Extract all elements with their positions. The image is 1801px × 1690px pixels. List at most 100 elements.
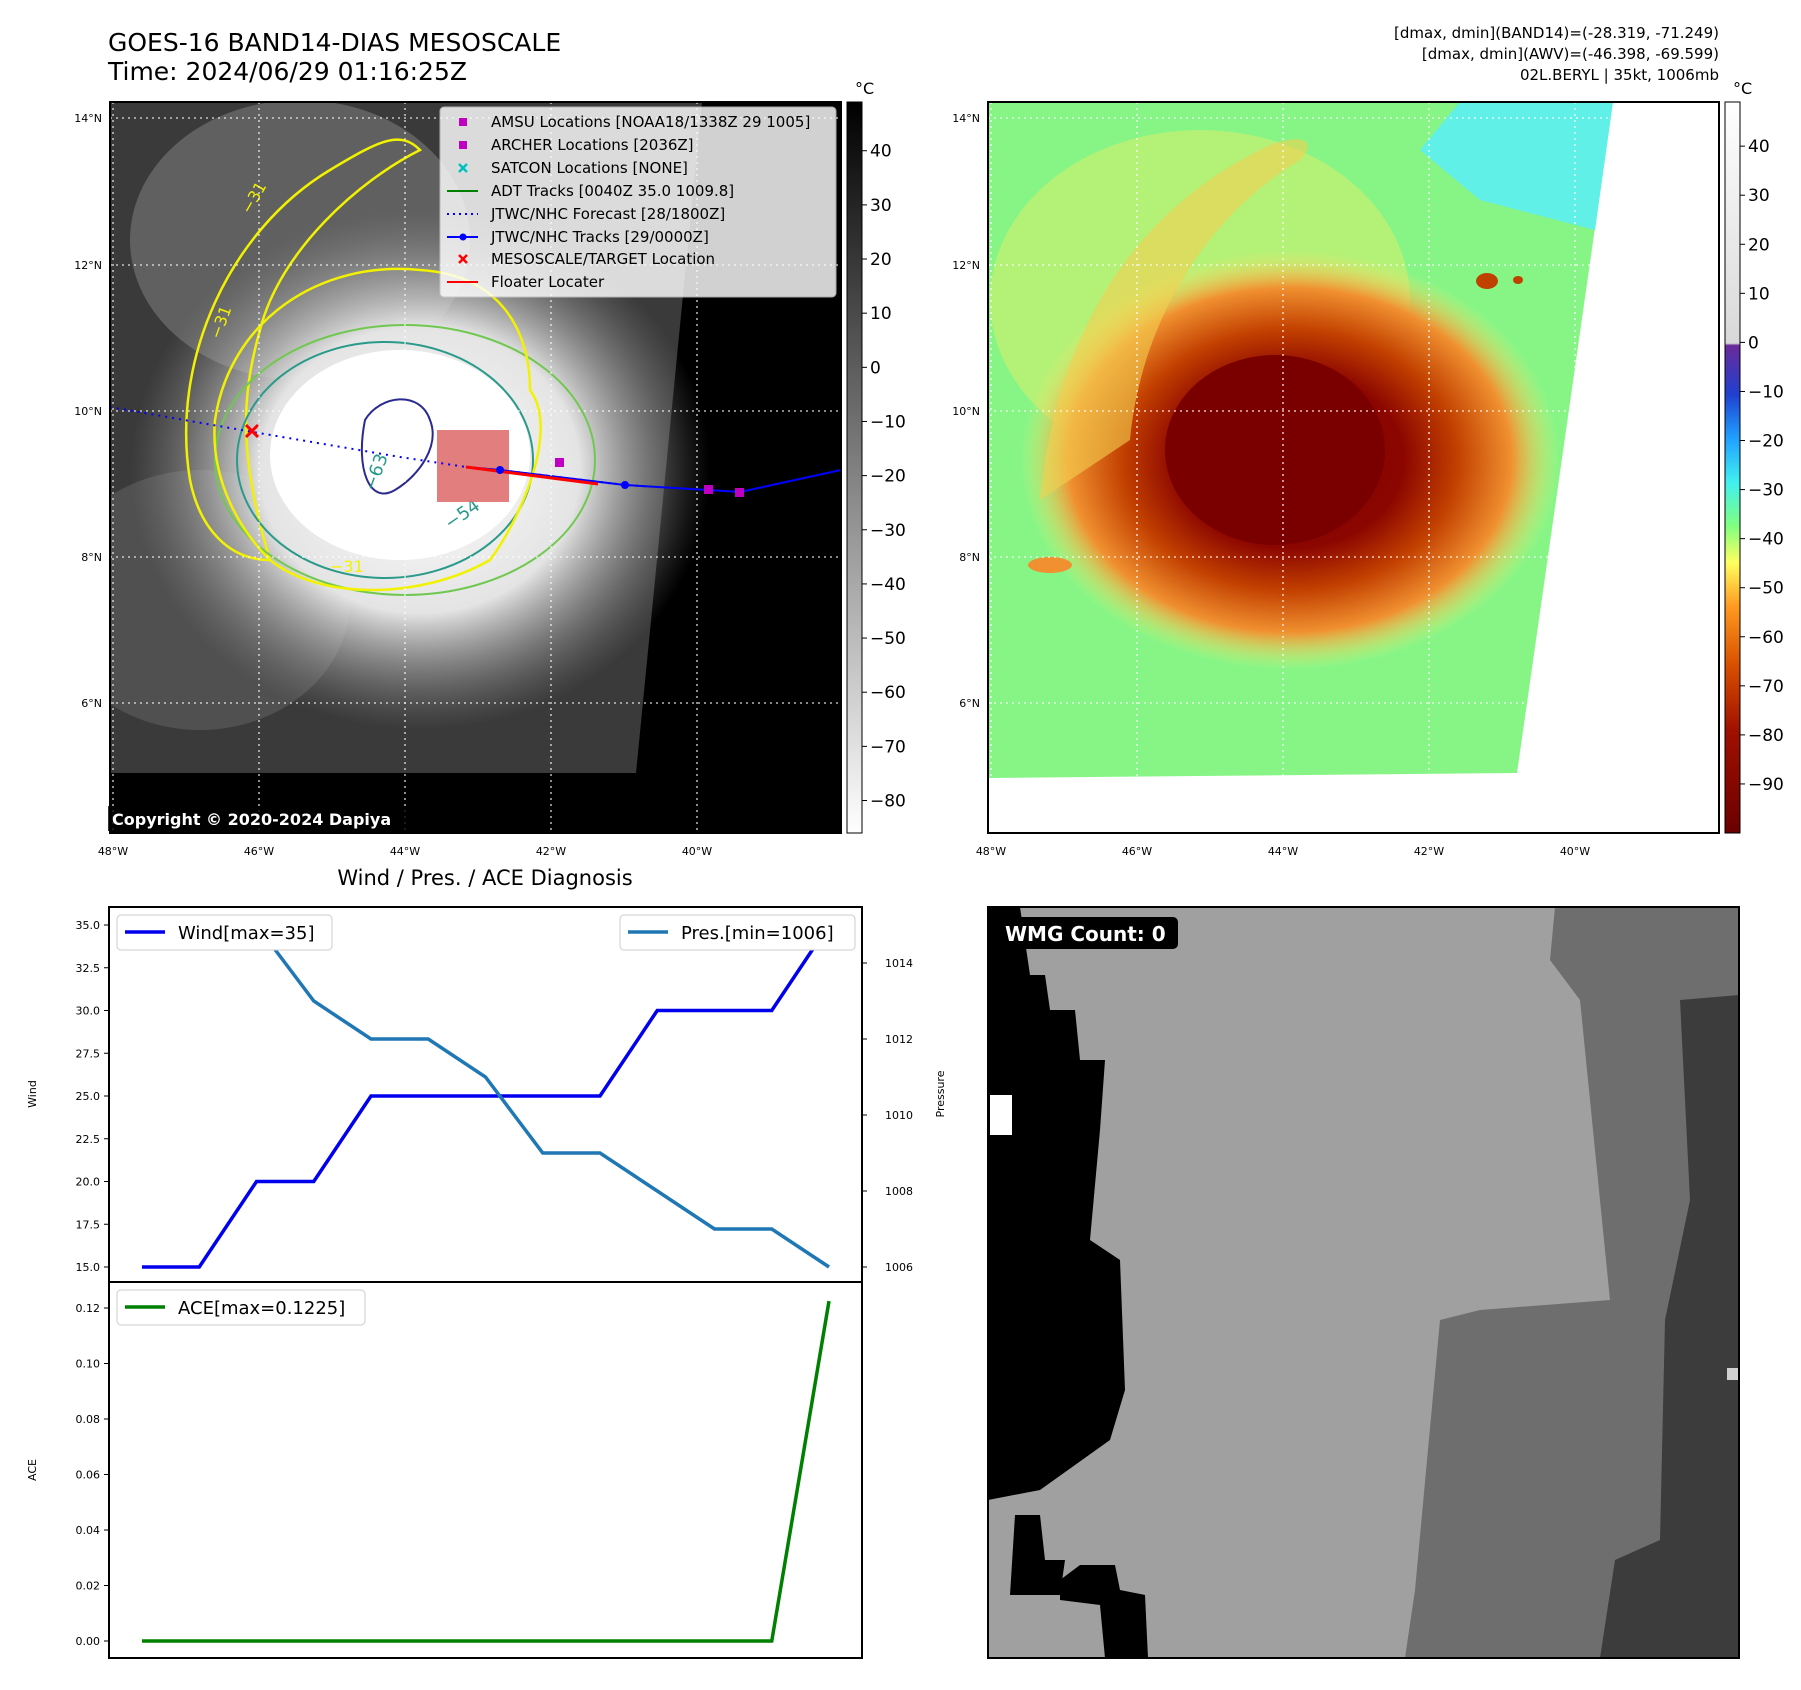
awv-imagery [988,102,1719,833]
ir-lon-44: 44°W [390,845,420,858]
ir-lat-14: 14°N [74,112,102,125]
ace-tick-label: 0.10 [76,1358,101,1371]
wind-tick-label: 17.5 [76,1218,101,1231]
pressure-tick-labels: 1014 1012 1010 1008 1006 [862,957,913,1274]
legend-amsu: AMSU Locations [NOAA18/1338Z 29 1005] [491,113,810,131]
ace-tick-label: 0.04 [76,1524,101,1537]
awv-lon-44: 44°W [1268,845,1298,858]
ir-lon-42: 42°W [536,845,566,858]
ace-axis-label: ACE [26,1459,39,1481]
info-awv-range: [dmax, dmin](AWV)=(-46.398, -69.599) [1422,45,1719,63]
ir-lon-40: 40°W [682,845,712,858]
ace-tick-label: 0.00 [76,1635,101,1648]
ace-tick-label: 0.12 [76,1302,101,1315]
legend-archer: ARCHER Locations [2036Z] [491,136,694,154]
ace-axes [108,1281,863,1659]
wind-tick-label: 15.0 [76,1261,101,1274]
awv-colorbar-tick-label: 30 [1748,186,1770,206]
ir-satellite-panel: −63 −54 −31 −31 −31 [74,79,906,858]
awv-colorbar-tick-label: −10 [1748,382,1784,402]
wind-legend-label: Wind[max=35] [178,923,315,944]
wind-tick-label: 22.5 [76,1133,101,1146]
pressure-tick-label: 1012 [885,1033,913,1046]
ir-colorbar-tick-label: −30 [870,521,906,541]
awv-colorbar-tick-label: 10 [1748,284,1770,304]
info-storm: 02L.BERYL | 35kt, 1006mb [1520,66,1719,84]
pressure-tick-label: 1006 [885,1261,913,1274]
copyright-label: Copyright © 2020-2024 Dapiya [112,810,391,829]
archer-marker [555,458,564,467]
legend-icon-satcon [458,163,468,173]
pressure-tick-label: 1010 [885,1109,913,1122]
contour-label-31-c: −31 [330,557,364,576]
legend-tracks: JTWC/NHC Tracks [29/0000Z] [490,228,709,246]
legend-target: MESOSCALE/TARGET Location [491,250,715,268]
ir-lat-labels: 14°N 12°N 10°N 8°N 6°N [74,112,102,710]
wind-tick-label: 32.5 [76,962,101,975]
awv-colorbar-tick-label: −40 [1748,530,1784,550]
ir-colorbar-tick-label: 30 [870,196,892,216]
amsu-marker [704,485,713,494]
wind-tick-label: 30.0 [76,1005,101,1018]
floater-box [437,430,509,502]
legend-adt: ADT Tracks [0040Z 35.0 1009.8] [491,182,734,200]
awv-colorbar: °C 40 30 20 10 0 −10 −20 −30 −40 −50 −60 −70 −80 −90 [1724,79,1784,834]
wind-tick-label: 35.0 [76,919,101,932]
awv-lon-40: 40°W [1560,845,1590,858]
target-marker [244,423,260,439]
ir-lat-12: 12°N [74,259,102,272]
wmg-panel: WMG Count: 0 [987,906,1740,1659]
wind-legend: Wind[max=35] [116,914,333,951]
awv-colorbar-tick-label: −50 [1748,579,1784,599]
ir-colorbar-tick-label: −80 [870,792,906,812]
awv-satellite-panel: 14°N 12°N 10°N 8°N 6°N 48°W 46°W 44°W 42… [952,79,1784,858]
ace-legend-label: ACE[max=0.1225] [178,1298,345,1319]
ir-colorbar-tick-label: 0 [870,358,881,378]
awv-colorbar-tick-label: −90 [1748,775,1784,795]
awv-colorbar-tick-label: −30 [1748,481,1784,501]
ir-colorbar-tick-label: −10 [870,412,906,432]
ir-colorbar-unit: °C [855,79,874,98]
wind-tick-label: 20.0 [76,1176,101,1189]
wind-tick-labels: 35.0 32.5 30.0 27.5 25.0 22.5 20.0 17.5 15.0 [76,919,109,1274]
awv-lat-12: 12°N [952,259,980,272]
awv-colorbar-tick-label: −70 [1748,677,1784,697]
ace-tick-label: 0.08 [76,1413,101,1426]
ir-colorbar-tick-label: −50 [870,629,906,649]
diagnosis-title: Wind / Pres. / ACE Diagnosis [337,866,632,890]
awv-lat-6: 6°N [959,697,980,710]
awv-lat-10: 10°N [952,405,980,418]
pressure-tick-label: 1014 [885,957,913,970]
awv-colorbar-tick-label: 40 [1748,137,1770,157]
ace-legend: ACE[max=0.1225] [116,1289,366,1326]
legend-icon-amsu [459,118,467,126]
ir-colorbar-tick-label: 20 [870,250,892,270]
awv-lon-42: 42°W [1414,845,1444,858]
wind-axis-label: Wind [26,1080,39,1108]
pressure-legend: Pres.[min=1006] [619,914,856,951]
legend-floater: Floater Locater [491,273,605,291]
ir-lat-8: 8°N [81,551,102,564]
legend-forecast: JTWC/NHC Forecast [28/1800Z] [490,205,725,223]
awv-lat-labels: 14°N 12°N 10°N 8°N 6°N [952,112,980,710]
diagnosis-panel: Wind / Pres. / ACE Diagnosis Wind Pressu… [26,866,947,1659]
wmg-mid-region [1405,907,1739,1658]
pressure-axis-label: Pressure [934,1070,947,1117]
awv-lon-46: 46°W [1122,845,1152,858]
figure-title: GOES-16 BAND14-DIAS MESOSCALE [108,28,561,57]
awv-colorbar-tick-label: 20 [1748,235,1770,255]
wmg-dark-region [988,907,1125,1500]
pressure-legend-label: Pres.[min=1006] [681,923,834,944]
ir-lat-6: 6°N [81,697,102,710]
ir-colorbar-tick-label: 10 [870,304,892,324]
awv-lat-14: 14°N [952,112,980,125]
awv-lon-48: 48°W [976,845,1006,858]
ace-tick-labels: 0.12 0.10 0.08 0.06 0.04 0.02 0.00 [76,1302,109,1648]
figure-time: Time: 2024/06/29 01:16:25Z [107,57,467,86]
awv-lon-labels: 48°W 46°W 44°W 42°W 40°W [976,845,1590,858]
ir-lon-46: 46°W [244,845,274,858]
ir-colorbar-tick-label: −40 [870,575,906,595]
legend-icon-archer [459,141,467,149]
ir-colorbar-tick-label: 40 [870,142,892,162]
